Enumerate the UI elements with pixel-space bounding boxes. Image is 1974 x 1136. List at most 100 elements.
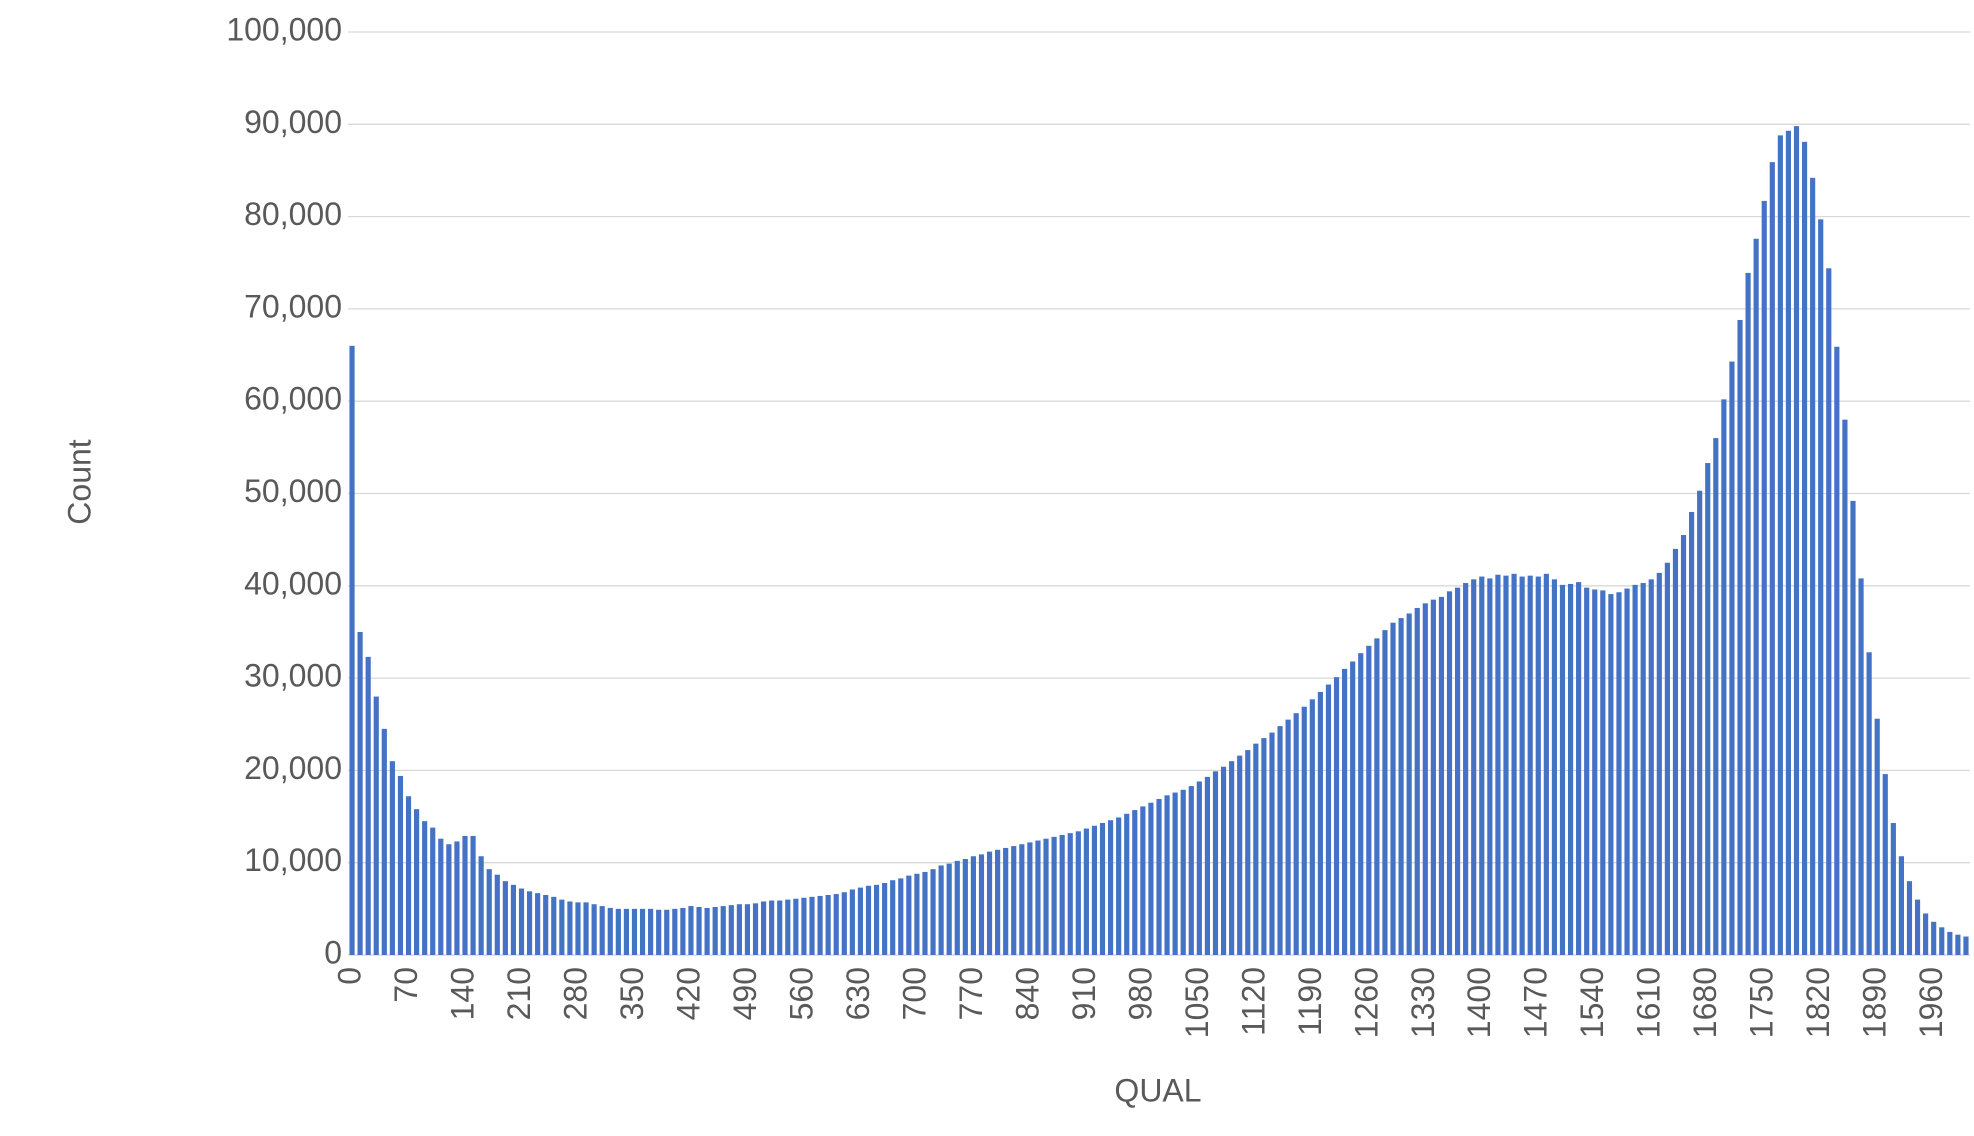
x-tick-label: 980	[1122, 967, 1158, 1020]
bar	[1503, 575, 1509, 955]
y-tick-label: 40,000	[244, 565, 342, 601]
x-tick-label: 1050	[1179, 967, 1215, 1038]
bar	[1253, 743, 1259, 955]
bar	[1890, 823, 1896, 955]
bar	[1446, 591, 1453, 955]
bar	[1172, 792, 1178, 955]
bar	[1947, 931, 1953, 955]
bar	[1753, 238, 1759, 955]
bar	[1043, 838, 1049, 955]
bar	[1826, 268, 1832, 956]
bar	[1245, 750, 1251, 955]
bar	[1019, 844, 1025, 955]
bar	[849, 889, 855, 955]
bar	[761, 901, 767, 955]
y-tick-label: 20,000	[244, 750, 342, 786]
bar	[1656, 572, 1662, 955]
y-tick-label: 100,000	[226, 11, 342, 47]
bar	[1818, 219, 1824, 955]
bar	[381, 728, 387, 955]
bar	[1132, 810, 1138, 955]
bar	[1035, 840, 1041, 955]
bar	[1689, 511, 1695, 955]
bar	[1769, 162, 1775, 955]
bar	[357, 631, 363, 955]
bar	[769, 900, 775, 955]
bar	[1390, 622, 1396, 955]
bar	[1471, 579, 1477, 955]
bar	[1148, 802, 1154, 955]
bar	[1317, 691, 1323, 955]
bar	[1882, 774, 1888, 955]
bar	[1543, 573, 1549, 955]
x-tick-label: 840	[1009, 967, 1045, 1020]
bar	[631, 908, 638, 955]
x-tick-label: 1470	[1518, 967, 1554, 1038]
bar	[1116, 817, 1122, 955]
bar	[752, 903, 759, 955]
bar	[470, 835, 476, 955]
bar	[518, 888, 525, 955]
bar	[494, 874, 500, 955]
bar	[898, 878, 904, 955]
bar	[1220, 766, 1227, 955]
bar	[1785, 130, 1792, 956]
bar	[696, 907, 702, 955]
bar	[1955, 934, 1961, 955]
bar	[1729, 361, 1735, 955]
bar	[1342, 668, 1348, 955]
bar	[656, 909, 662, 955]
x-tick-label: 1820	[1800, 967, 1836, 1038]
bar	[1350, 661, 1356, 955]
bar	[365, 656, 371, 955]
bar	[1188, 786, 1194, 955]
y-axis-label: Count	[61, 439, 97, 525]
bar	[728, 905, 734, 955]
bar	[1422, 603, 1428, 955]
bar	[1277, 726, 1283, 955]
bar	[704, 907, 710, 955]
bar	[1866, 652, 1872, 955]
bar	[1777, 135, 1783, 956]
bar	[462, 835, 468, 955]
bar	[785, 899, 791, 955]
x-tick-label: 910	[1066, 967, 1102, 1020]
bar	[1204, 776, 1211, 955]
bar	[1632, 584, 1638, 955]
bar	[1237, 755, 1243, 955]
bar	[1551, 579, 1557, 955]
bar	[1454, 587, 1461, 955]
bar	[857, 887, 864, 955]
bar	[1850, 500, 1856, 955]
x-tick-label: 630	[840, 967, 876, 1020]
x-tick-label: 560	[783, 967, 819, 1020]
y-tick-label: 30,000	[244, 658, 342, 694]
bar	[1261, 738, 1267, 955]
x-tick-label: 1330	[1405, 967, 1441, 1038]
bar	[1414, 607, 1420, 955]
bar	[712, 907, 718, 955]
y-tick-label: 0	[324, 934, 342, 970]
bar	[591, 904, 597, 955]
bar	[510, 884, 517, 955]
bar	[1834, 346, 1840, 955]
bar	[478, 856, 484, 955]
bar	[486, 869, 492, 955]
bar	[1914, 899, 1921, 955]
bar	[1285, 719, 1291, 955]
bar	[1463, 583, 1469, 955]
x-tick-label: 1400	[1461, 967, 1497, 1038]
bar	[389, 761, 395, 955]
bar	[422, 821, 428, 955]
bar	[1011, 846, 1017, 955]
bar	[1931, 921, 1937, 955]
bar	[793, 898, 799, 955]
bar	[890, 880, 896, 955]
bar	[1793, 126, 1800, 955]
bar	[349, 345, 355, 955]
bar	[414, 809, 420, 955]
bar	[922, 871, 928, 955]
bar	[1600, 590, 1606, 955]
bar	[1374, 638, 1380, 955]
